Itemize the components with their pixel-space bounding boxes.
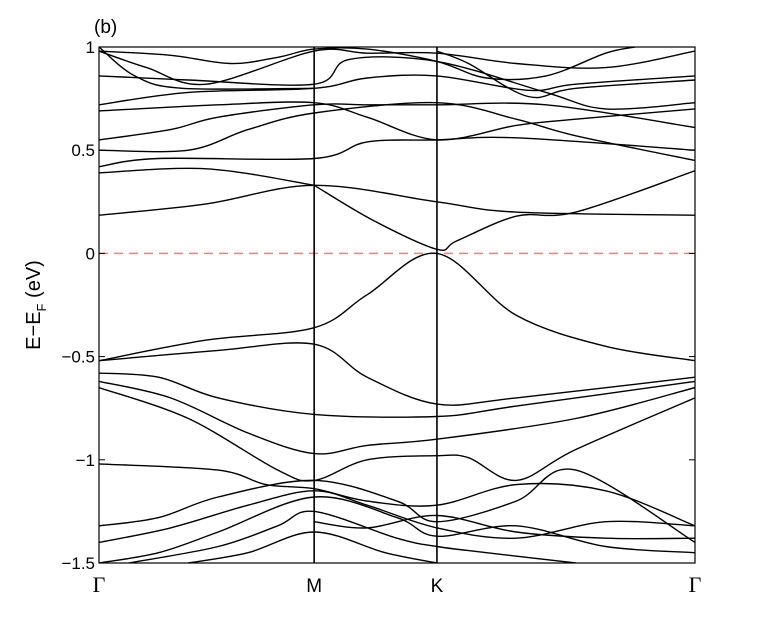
band-line-3 (313, 170, 695, 251)
band-line-5 (99, 101, 695, 162)
plot-frame (98, 46, 696, 564)
band-line-18 (99, 386, 695, 482)
band-line-4 (99, 136, 695, 168)
band-line-19 (99, 463, 695, 527)
y-axis-label-sub: F (34, 303, 49, 311)
x-tick-label: Γ (689, 572, 702, 597)
band-line-17 (99, 380, 695, 455)
band-line-25 (314, 514, 695, 540)
y-tick-label: −0.5 (61, 348, 95, 367)
panel-label: (b) (94, 17, 117, 38)
band-line-12 (99, 47, 315, 90)
band-line-14 (99, 252, 695, 362)
x-tick-label: Γ (93, 572, 106, 597)
band-line-7 (99, 101, 695, 141)
plot-area (98, 46, 696, 564)
band-line-11 (99, 47, 636, 81)
y-axis-label: E−EF (eV) (23, 260, 49, 350)
band-line-6 (99, 102, 695, 141)
y-axis-label-main: E−E (23, 311, 45, 349)
y-tick-label: −1.5 (61, 554, 95, 573)
band-line-23 (128, 510, 576, 563)
band-line-22 (99, 496, 695, 563)
x-tick-label: K (431, 576, 444, 597)
x-tick-label: M (306, 576, 322, 597)
y-axis-label-unit: (eV) (23, 260, 45, 303)
y-axis: 1 0.5 0 −0.5 −1 −1.5 (61, 38, 695, 573)
y-tick-label: 0 (86, 244, 95, 263)
band-line-2 (99, 167, 315, 186)
y-tick-label: −1 (76, 451, 95, 470)
band-line-21 (99, 490, 695, 544)
band-line-20 (99, 468, 695, 543)
y-tick-label: 0.5 (71, 141, 95, 160)
band-line-10 (99, 48, 695, 86)
band-line-9 (99, 56, 695, 110)
band-line-1 (99, 184, 695, 216)
band-line-16 (99, 372, 695, 418)
band-line-15 (99, 342, 695, 406)
band-line-8 (99, 74, 695, 106)
y-tick-label: 1 (86, 38, 95, 57)
band-line-13 (436, 50, 695, 99)
band-line-24 (188, 531, 438, 563)
bands (99, 47, 695, 563)
